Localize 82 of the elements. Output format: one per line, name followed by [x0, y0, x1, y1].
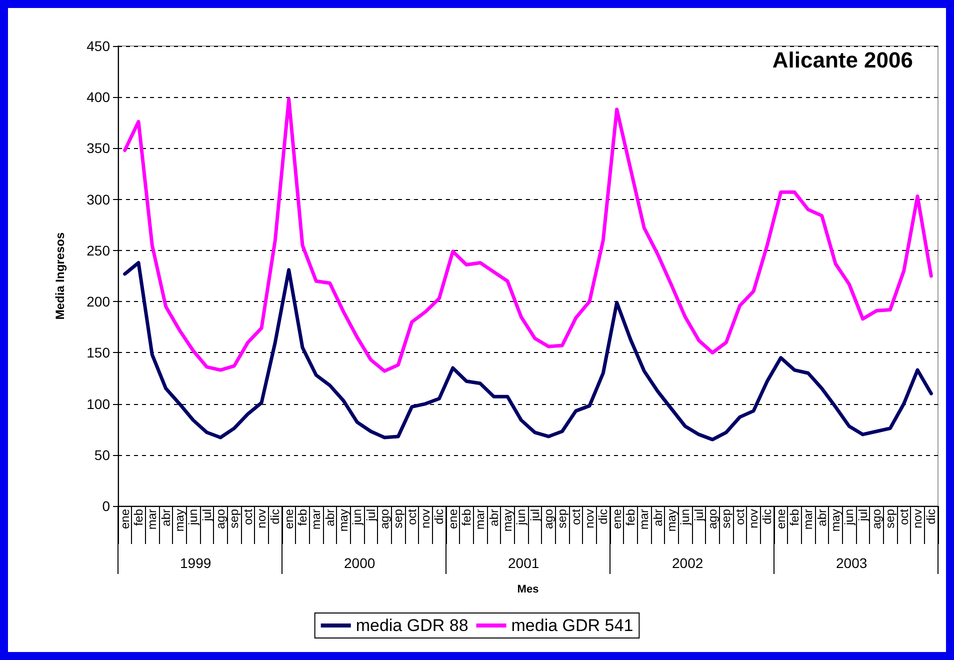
y-tick-label: 0	[102, 498, 110, 514]
x-tick-label: abr	[322, 508, 337, 526]
x-tick-label: abr	[814, 508, 829, 526]
x-tick-label: jun	[186, 509, 200, 526]
text: 2000	[344, 555, 376, 571]
y-tick-label: 250	[86, 242, 110, 258]
x-tick-label: may	[336, 509, 350, 532]
x-tick-label: oct	[404, 508, 419, 526]
chart-title: Alicante 2006	[772, 48, 914, 72]
line-series	[123, 260, 933, 442]
y-tick-label: 100	[86, 396, 110, 412]
x-tick-label: nov	[582, 509, 596, 528]
text: 2001	[508, 555, 540, 571]
x-tick-label: feb	[624, 508, 638, 526]
x-tick-label: jun	[514, 509, 528, 526]
x-tick-label: ago	[542, 508, 556, 530]
x-tick-label: nov	[746, 509, 760, 528]
text: 1999	[180, 555, 212, 571]
x-tick-label: ene	[610, 508, 624, 530]
x-tick-label: may	[172, 509, 186, 532]
x-tick-label: sep	[719, 508, 734, 528]
x-tick-label: jul	[528, 509, 542, 522]
x-tick-label: nov	[418, 509, 432, 528]
x-tick-label: may	[500, 509, 514, 532]
x-tick-label: nov	[254, 509, 268, 528]
x-axis-title: Mes	[517, 584, 539, 596]
x-tick-label: oct	[732, 508, 747, 526]
x-tick-label: ene	[446, 508, 460, 530]
x-tick-label: dic	[268, 509, 282, 524]
x-tick-label: jul	[856, 509, 870, 522]
y-tick-label: 350	[86, 140, 110, 156]
x-tick-label: feb	[296, 508, 310, 526]
x-tick-label: ago	[706, 508, 720, 530]
x-tick-label: sep	[555, 508, 570, 528]
x-tick-label: oct	[240, 508, 255, 526]
x-tick-label: mar	[801, 509, 816, 530]
x-tick-label: jun	[350, 509, 364, 526]
x-tick-label: jun	[842, 509, 856, 526]
x-tick-label: dic	[924, 509, 938, 524]
line-series	[123, 97, 933, 373]
y-tick-label: 300	[86, 191, 110, 208]
x-tick-label: mar	[637, 509, 652, 530]
x-tick-label: oct	[896, 508, 911, 526]
x-tick-label: jul	[364, 509, 378, 522]
x-tick-label: dic	[760, 509, 774, 524]
x-tick-label: jul	[200, 509, 214, 522]
x-tick-label: ago	[214, 508, 228, 530]
legend-label: media GDR 541	[511, 616, 634, 635]
x-tick-label: feb	[460, 508, 474, 526]
x-tick-label: oct	[568, 508, 583, 526]
y-tick-label: 50	[94, 446, 110, 463]
x-tick-label: ago	[378, 508, 392, 530]
x-tick-label: sep	[391, 508, 406, 528]
y-tick-label: 150	[86, 344, 110, 361]
x-tick-label: sep	[227, 508, 242, 528]
text: 2002	[672, 555, 704, 571]
x-tick-label: feb	[788, 508, 802, 526]
x-tick-label: abr	[650, 508, 665, 526]
y-tick-label: 200	[86, 294, 110, 310]
x-tick-label: jun	[678, 509, 692, 526]
x-tick-label: jul	[692, 509, 706, 522]
x-tick-label: ene	[118, 508, 132, 530]
y-tick-label: 400	[86, 89, 110, 106]
x-tick-label: dic	[432, 509, 446, 524]
x-tick-label: dic	[596, 509, 610, 524]
x-tick-label: abr	[158, 508, 173, 526]
x-tick-label: ene	[282, 508, 296, 530]
legend-label: media GDR 88	[356, 616, 468, 635]
x-tick-label: mar	[473, 509, 488, 530]
x-tick-label: ago	[870, 508, 884, 530]
x-tick-label: feb	[132, 508, 146, 526]
y-tick-label: 450	[86, 38, 110, 54]
x-tick-label: may	[828, 509, 842, 532]
y-axis-title: Media Ingresos	[53, 232, 67, 320]
x-tick-label: may	[664, 509, 678, 532]
x-tick-label: mar	[145, 509, 160, 530]
x-tick-label: ene	[774, 508, 788, 530]
x-tick-label: abr	[486, 508, 501, 526]
x-tick-label: nov	[910, 509, 924, 528]
x-tick-label: mar	[309, 509, 324, 530]
x-tick-label: sep	[883, 508, 898, 528]
text: 2003	[836, 555, 868, 571]
